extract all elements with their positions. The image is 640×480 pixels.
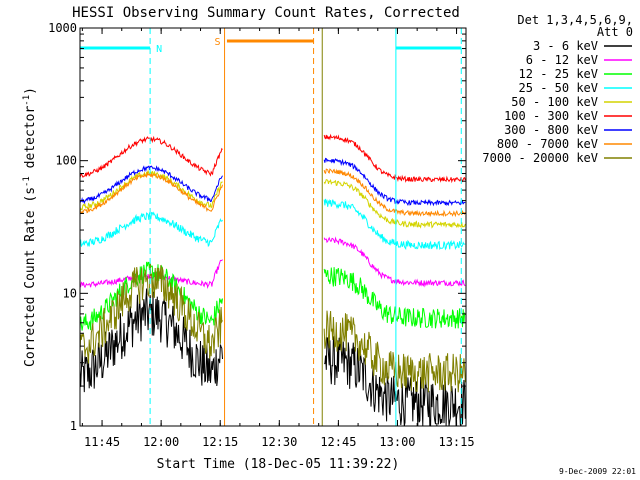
legend-label-4: 50 - 100 keV: [511, 95, 598, 109]
series-line-2-seg-1: [323, 267, 466, 329]
series-line-5-seg-1: [323, 133, 466, 184]
series-line-7-seg-0: [79, 170, 223, 215]
series-line-1-seg-1: [323, 236, 466, 288]
legend-label-7: 800 - 7000 keV: [497, 137, 598, 151]
x-tick-label-3: 12:30: [261, 435, 297, 449]
legend-label-5: 100 - 300 keV: [504, 109, 598, 123]
y-axis-label-close: ): [23, 87, 38, 95]
date-stamp: 9-Dec-2009 22:01: [559, 467, 636, 476]
y-axis-label-exp1: -1: [22, 176, 32, 187]
series-line-3-seg-0: [79, 211, 223, 248]
x-tick-label-6: 13:15: [438, 435, 474, 449]
series-line-5-seg-0: [79, 135, 223, 178]
series-line-7-seg-1: [323, 168, 466, 218]
series-line-4-seg-0: [79, 168, 223, 212]
series-line-0-seg-1: [324, 335, 466, 427]
y-tick-label-1: 10: [63, 286, 77, 300]
legend-label-8: 7000 - 20000 keV: [482, 151, 598, 165]
series-line-3-seg-1: [323, 198, 466, 251]
legend-header-line2: Att 0: [597, 25, 633, 39]
legend-label-2: 12 - 25 keV: [519, 67, 598, 81]
series-line-0-seg-0: [79, 288, 223, 393]
x-axis-label: Start Time (18-Dec-05 11:39:22): [157, 457, 400, 472]
series-line-8-seg-1: [323, 310, 466, 393]
series-line-6-seg-1: [323, 157, 466, 207]
legend-label-3: 25 - 50 keV: [519, 81, 598, 95]
annotation-label-S: S: [215, 37, 221, 48]
x-tick-label-1: 12:00: [143, 435, 179, 449]
y-tick-label-3: 1000: [48, 21, 77, 35]
y-tick-label-2: 100: [55, 154, 77, 168]
series-line-6-seg-0: [79, 165, 223, 205]
y-axis-label-exp2: -1: [22, 95, 32, 106]
data-lines: [79, 133, 466, 427]
series-line-4-seg-1: [323, 178, 466, 229]
plot-frame: [79, 27, 467, 427]
annotation-label-N: N: [156, 44, 162, 55]
series-line-8-seg-0: [79, 263, 223, 364]
y-axis-label: Corrected Count Rate (s-1 detector-1): [22, 87, 38, 367]
x-tick-label-0: 11:45: [84, 435, 120, 449]
x-tick-label-5: 13:00: [379, 435, 415, 449]
x-tick-label-2: 12:15: [202, 435, 238, 449]
y-axis-label-main: Corrected Count Rate (s: [23, 187, 38, 367]
y-axis-label-mid: detector: [23, 106, 38, 177]
y-axis-ticks: 1 10 100 1000: [48, 21, 466, 433]
legend-label-6: 300 - 800 keV: [504, 123, 598, 137]
annotations: NS: [80, 28, 462, 426]
x-axis-ticks: 11:45 12:00 12:15 12:30 12:45 13:00 13:15: [81, 28, 475, 449]
legend-header-line1: Det 1,3,4,5,6,9,: [517, 13, 633, 27]
legend-label-1: 6 - 12 keV: [526, 53, 598, 67]
chart-title: HESSI Observing Summary Count Rates, Cor…: [72, 5, 460, 21]
legend-label-0: 3 - 6 keV: [533, 39, 598, 53]
x-tick-label-4: 12:45: [320, 435, 356, 449]
y-tick-label-0: 1: [70, 419, 77, 433]
